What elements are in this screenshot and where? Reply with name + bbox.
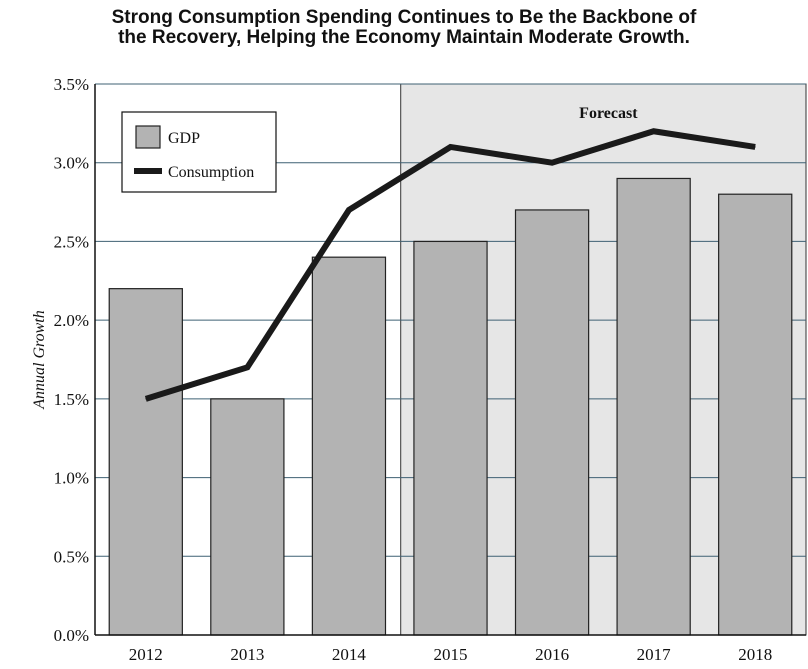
- gdp-bar-2018: [719, 194, 792, 635]
- consumption-point-2014: [348, 209, 349, 210]
- legend-label-gdp: GDP: [168, 130, 200, 147]
- gdp-bar-2013: [211, 399, 284, 635]
- consumption-point-2012: [145, 398, 146, 399]
- y-tick-label: 2.0%: [54, 311, 89, 330]
- gdp-bar-2015: [414, 241, 487, 635]
- y-tick-label: 0.0%: [54, 626, 89, 645]
- x-tick-label: 2013: [230, 645, 264, 664]
- x-tick-label: 2014: [332, 645, 367, 664]
- consumption-point-2018: [755, 146, 756, 147]
- x-tick-label: 2016: [535, 645, 569, 664]
- x-tick-label: 2018: [738, 645, 772, 664]
- y-tick-label: 3.0%: [54, 154, 89, 173]
- y-tick-label: 2.5%: [54, 232, 89, 251]
- gdp-bar-2017: [617, 178, 690, 635]
- consumption-point-2015: [450, 146, 451, 147]
- consumption-point-2016: [552, 162, 553, 163]
- y-tick-label: 1.0%: [54, 469, 89, 488]
- y-tick-label: 1.5%: [54, 390, 89, 409]
- legend-swatch-gdp: [136, 126, 160, 148]
- gdp-bar-2012: [109, 289, 182, 635]
- y-tick-label: 3.5%: [54, 75, 89, 94]
- x-tick-label: 2015: [434, 645, 468, 664]
- legend-label-consumption: Consumption: [168, 164, 254, 181]
- gdp-bar-2014: [312, 257, 385, 635]
- consumption-point-2017: [653, 131, 654, 132]
- consumption-point-2013: [247, 367, 248, 368]
- y-tick-label: 0.5%: [54, 547, 89, 566]
- x-tick-label: 2012: [129, 645, 163, 664]
- gdp-bar-2016: [516, 210, 589, 635]
- y-axis-label: Annual Growth: [31, 310, 48, 410]
- forecast-label: Forecast: [579, 105, 638, 122]
- x-tick-label: 2017: [637, 645, 672, 664]
